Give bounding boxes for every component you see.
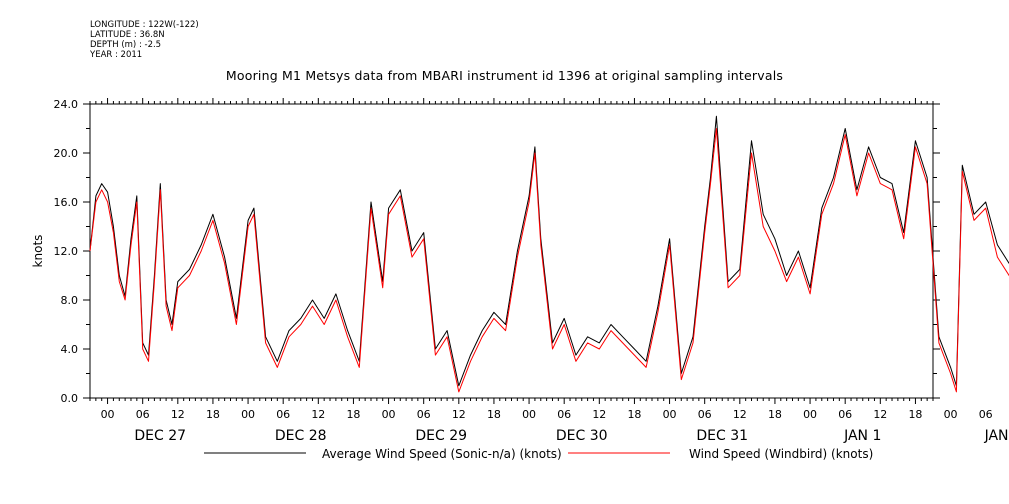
x-tick-label: 12 [311, 408, 325, 421]
day-label: DEC 27 [134, 428, 186, 444]
x-tick-label: 06 [557, 408, 571, 421]
x-tick-label: 12 [592, 408, 606, 421]
metadata-longitude: LONGITUDE : 122W(-122) [90, 20, 199, 30]
y-tick-label: 16.0 [54, 196, 79, 209]
y-tick-label: 4.0 [61, 343, 79, 356]
x-tick-label: 12 [452, 408, 466, 421]
x-tick-label: 00 [522, 408, 536, 421]
y-tick-label: 8.0 [61, 294, 79, 307]
x-tick-label: 00 [944, 408, 958, 421]
x-tick-label: 18 [908, 408, 922, 421]
metadata-latitude: LATITUDE : 36.8N [90, 30, 165, 40]
x-tick-labels: 00 06 12 18 00 06 12 18 00 06 12 18 00 06 12 18 00 06 12 18… [101, 408, 993, 421]
day-label: DEC 28 [275, 428, 327, 444]
day-label: DEC 31 [696, 428, 748, 444]
x-tick-label: 18 [206, 408, 220, 421]
x-tick-label: 12 [733, 408, 747, 421]
metadata-year: YEAR : 2011 [90, 50, 143, 60]
series-line-average-wind [89, 115, 1009, 387]
y-axis-label: knots [31, 235, 45, 268]
day-label: JAN 1 [843, 428, 881, 444]
y-tick-label: 12.0 [54, 245, 79, 258]
series-line-windbird [89, 128, 1009, 393]
x-tick-label: 00 [101, 408, 115, 421]
day-labels: DEC 27 DEC 28 DEC 29 DEC 30 DEC 31 JAN 1 JAN 2 [134, 428, 1009, 444]
x-tick-label: 18 [487, 408, 501, 421]
x-tick-label: 12 [873, 408, 887, 421]
y-tick-label: 20.0 [54, 147, 79, 160]
day-label: DEC 29 [415, 428, 467, 444]
day-label: DEC 30 [556, 428, 608, 444]
y-tick-labels: 0.0 4.0 8.0 12.0 16.0 20.0 24.0 [54, 98, 79, 405]
x-tick-label: 00 [241, 408, 255, 421]
series-lines [89, 115, 1009, 393]
x-tick-label: 12 [171, 408, 185, 421]
day-label: JAN 2 [984, 428, 1009, 444]
x-tick-label: 06 [838, 408, 852, 421]
y-tick-label: 24.0 [54, 98, 79, 111]
axis-ticks [83, 98, 940, 404]
x-tick-label: 06 [417, 408, 431, 421]
legend-label-average-wind: Average Wind Speed (Sonic-n/a) (knots) [322, 447, 562, 461]
y-tick-label: 0.0 [61, 392, 79, 405]
plot-frame [89, 103, 934, 399]
x-tick-label: 18 [346, 408, 360, 421]
x-tick-label: 06 [698, 408, 712, 421]
legend: Average Wind Speed (Sonic-n/a) (knots) W… [204, 447, 873, 461]
metadata-depth: DEPTH (m) : -2.5 [90, 40, 162, 50]
x-tick-label: 00 [382, 408, 396, 421]
x-tick-label: 06 [276, 408, 290, 421]
metadata-block: LONGITUDE : 122W(-122) LATITUDE : 36.8N … [90, 20, 199, 60]
legend-label-windbird: Wind Speed (Windbird) (knots) [689, 447, 873, 461]
x-tick-label: 06 [979, 408, 993, 421]
x-tick-label: 18 [627, 408, 641, 421]
x-tick-label: 06 [136, 408, 150, 421]
x-tick-label: 00 [663, 408, 677, 421]
chart-title: Mooring M1 Metsys data from MBARI instru… [225, 68, 784, 83]
x-tick-label: 18 [768, 408, 782, 421]
x-tick-label: 00 [803, 408, 817, 421]
